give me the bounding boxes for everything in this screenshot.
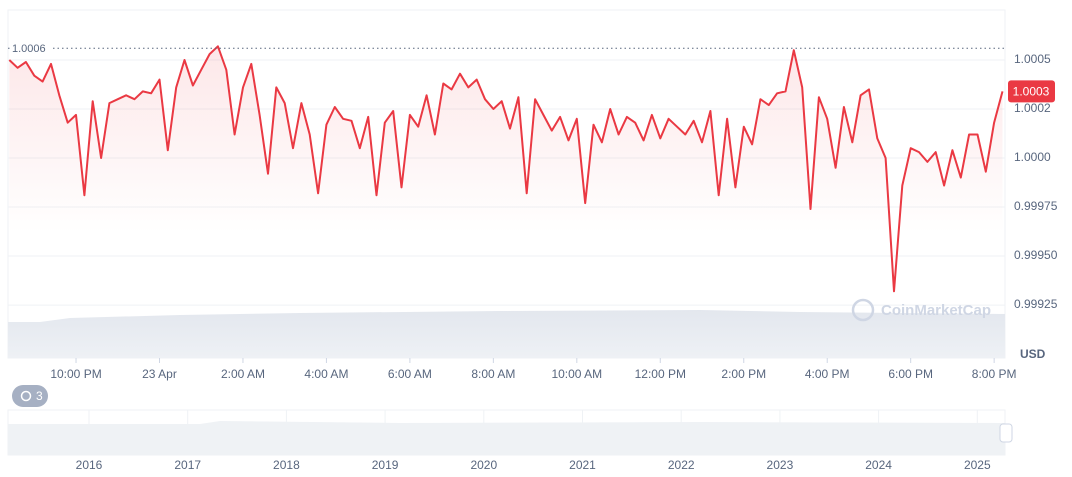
navigator-handle[interactable] <box>999 423 1013 443</box>
x-tick-label: 4:00 PM <box>805 367 850 381</box>
navigator-year: 2023 <box>767 458 794 472</box>
badge-count: 3 <box>36 389 43 403</box>
x-tick-label: 12:00 PM <box>635 367 686 381</box>
watermark-logo <box>851 298 875 322</box>
navigator[interactable] <box>7 409 1013 456</box>
navigator-year: 2020 <box>470 458 497 472</box>
x-tick-label: 8:00 PM <box>972 367 1017 381</box>
max-label: 1.0006 <box>12 43 46 55</box>
y-tick-label: 1.0000 <box>1014 150 1051 164</box>
history-badge[interactable]: 3 <box>12 385 48 407</box>
current-price-label: 1.0003 <box>1013 85 1050 99</box>
navigator-year: 2021 <box>569 458 596 472</box>
watermark: CoinMarketCap <box>851 298 991 322</box>
navigator-year: 2017 <box>174 458 201 472</box>
max-label-bg <box>10 41 52 55</box>
price-line <box>8 45 1004 293</box>
x-tick-label: 6:00 PM <box>888 367 933 381</box>
navigator-year: 2019 <box>372 458 399 472</box>
y-tick-label: 1.0002 <box>1014 101 1051 115</box>
navigator-year: 2025 <box>964 458 991 472</box>
badge-icon <box>20 390 32 402</box>
x-tick-label: 8:00 AM <box>471 367 515 381</box>
current-price-bg <box>1008 80 1055 103</box>
x-tick-label: 6:00 AM <box>388 367 432 381</box>
x-tick-label: 10:00 PM <box>50 367 101 381</box>
navigator-year: 2024 <box>865 458 892 472</box>
plot <box>8 45 1005 363</box>
watermark-text: CoinMarketCap <box>881 302 991 319</box>
axis-label: USD <box>1020 347 1046 361</box>
navigator-year: 2016 <box>76 458 103 472</box>
x-tick-label: 10:00 AM <box>551 367 602 381</box>
y-tick-label: 0.99925 <box>1014 297 1058 311</box>
line-area <box>9 46 1003 359</box>
navigator-year: 2018 <box>273 458 300 472</box>
navigator-area <box>8 421 1005 455</box>
y-tick-label: 1.0005 <box>1014 52 1051 66</box>
x-tick-label: 4:00 AM <box>304 367 348 381</box>
navigator-year: 2022 <box>668 458 695 472</box>
x-tick-label: 2:00 AM <box>221 367 265 381</box>
x-tick-label: 23 Apr <box>142 367 177 381</box>
y-tick-label: 0.99950 <box>1014 248 1058 262</box>
y-tick-label: 0.99975 <box>1014 199 1058 213</box>
x-tick-label: 2:00 PM <box>721 367 766 381</box>
